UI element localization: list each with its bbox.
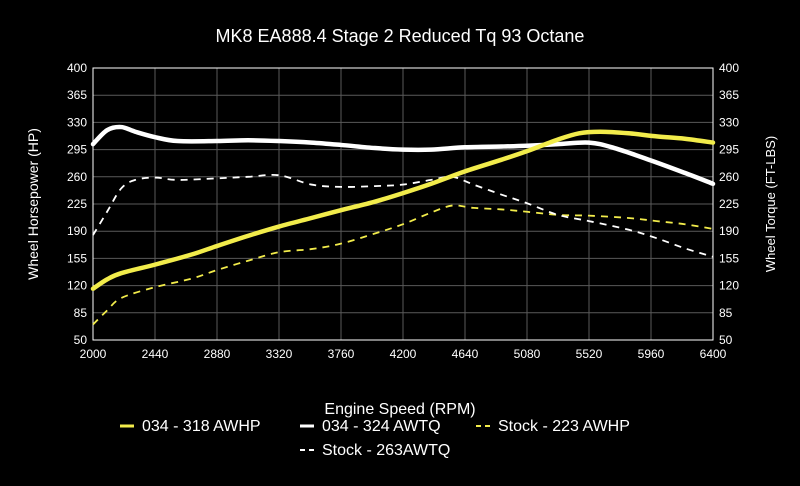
legend-label-3: Stock - 223 AWHP — [498, 418, 630, 435]
x-tick-label: 5960 — [638, 347, 665, 361]
y2-tick-label: 365 — [719, 88, 739, 102]
y2-tick-label: 330 — [719, 115, 739, 129]
x-tick-label: 5520 — [576, 347, 603, 361]
legend: 034 - 318 AWHP 034 - 324 AWTQ Stock - 223 … — [120, 418, 630, 459]
series-line-1 — [90, 129, 716, 291]
y-tick-label: 85 — [74, 306, 88, 320]
y-axis-label: Wheel Horsepower (HP) — [25, 128, 41, 280]
y2-tick-label: 295 — [719, 143, 739, 157]
y-tick-label: 120 — [67, 279, 87, 293]
x-tick-label: 4200 — [390, 347, 417, 361]
series-line-3 — [92, 204, 714, 326]
x-tick-label: 5080 — [514, 347, 541, 361]
y-axis-ticks: 50 85 120 155 190 225 260 295 330 365 400 — [67, 61, 87, 347]
series-layer — [90, 124, 716, 326]
y-tick-label: 225 — [67, 197, 87, 211]
y-tick-label: 295 — [67, 143, 87, 157]
y-tick-label: 155 — [67, 251, 87, 265]
y2-axis-ticks: 50 85 120 155 190 225 260 295 330 365 400 — [719, 61, 739, 347]
x-axis-ticks: 2000 2440 2880 3320 3760 4200 4640 5080 5520 5960… — [80, 347, 727, 361]
y2-tick-label: 85 — [719, 306, 733, 320]
grid-lines — [93, 68, 713, 340]
y2-tick-label: 155 — [719, 251, 739, 265]
x-tick-label: 2880 — [204, 347, 231, 361]
series-line-2 — [90, 124, 716, 187]
x-tick-label: 4640 — [452, 347, 479, 361]
y-tick-label: 330 — [67, 115, 87, 129]
plot-border — [92, 67, 714, 341]
y-tick-label: 260 — [67, 170, 87, 184]
x-tick-label: 3320 — [266, 347, 293, 361]
x-tick-label: 2000 — [80, 347, 107, 361]
y2-tick-label: 50 — [719, 333, 733, 347]
y2-tick-label: 225 — [719, 197, 739, 211]
y-tick-label: 50 — [74, 333, 88, 347]
legend-label-2: 034 - 324 AWTQ — [322, 418, 441, 435]
y2-tick-label: 120 — [719, 279, 739, 293]
y2-tick-label: 190 — [719, 224, 739, 238]
y-tick-label: 400 — [67, 61, 87, 75]
chart-title: MK8 EA888.4 Stage 2 Reduced Tq 93 Octane — [216, 26, 585, 46]
x-tick-label: 6400 — [700, 347, 727, 361]
y2-tick-label: 400 — [719, 61, 739, 75]
x-tick-label: 3760 — [328, 347, 355, 361]
legend-label-1: 034 - 318 AWHP — [142, 418, 261, 435]
y2-axis-label: Wheel Torque (FT-LBS) — [763, 136, 778, 272]
y2-tick-label: 260 — [719, 170, 739, 184]
series-line-4 — [92, 173, 714, 258]
y-tick-label: 365 — [67, 88, 87, 102]
y-tick-label: 190 — [67, 224, 87, 238]
legend-label-4: Stock - 263AWTQ — [322, 442, 450, 459]
x-tick-label: 2440 — [142, 347, 169, 361]
x-axis-label: Engine Speed (RPM) — [324, 401, 475, 418]
